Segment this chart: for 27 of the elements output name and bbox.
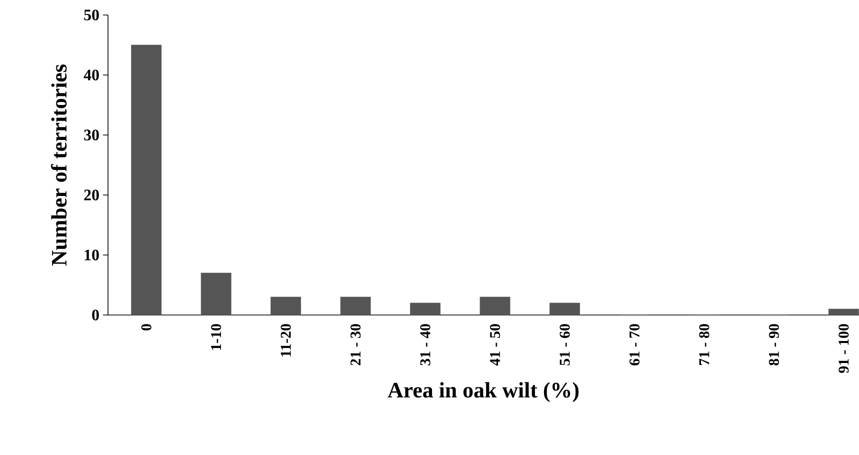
bar (550, 302, 580, 316)
x-tick-label: 41 - 50 (490, 324, 500, 366)
bar (131, 44, 162, 316)
x-tick-label: 0 (141, 324, 152, 330)
x-tick-label: 81 - 90 (768, 324, 779, 366)
bar (340, 296, 371, 316)
x-axis-title: Area in oak wilt (%) (388, 382, 579, 402)
x-tick-label: 71 - 80 (699, 324, 710, 365)
x-tick-label: 21 - 30 (350, 324, 361, 366)
y-tick-label: 10 (84, 250, 99, 260)
y-tick-label: 0 (92, 310, 99, 320)
x-tick-label: 61 - 70 (629, 324, 640, 366)
x-tick-label: 1-10 (211, 324, 222, 350)
x-tick-label: 51 - 60 (560, 324, 570, 366)
bar (480, 296, 510, 316)
y-tick-label: 40 (84, 70, 99, 80)
y-tick-label: 30 (84, 130, 99, 140)
bar (270, 296, 302, 316)
bar (200, 272, 232, 316)
x-tick-label: 31 - 40 (420, 324, 430, 366)
y-axis-title: Number of territories (50, 64, 67, 266)
x-tick-label: 91 - 100 (838, 324, 849, 373)
bar (410, 302, 440, 316)
x-tick-label: 11-20 (280, 324, 291, 356)
bar (828, 308, 859, 316)
y-tick-label: 20 (84, 190, 99, 200)
y-tick-label: 50 (84, 10, 99, 20)
